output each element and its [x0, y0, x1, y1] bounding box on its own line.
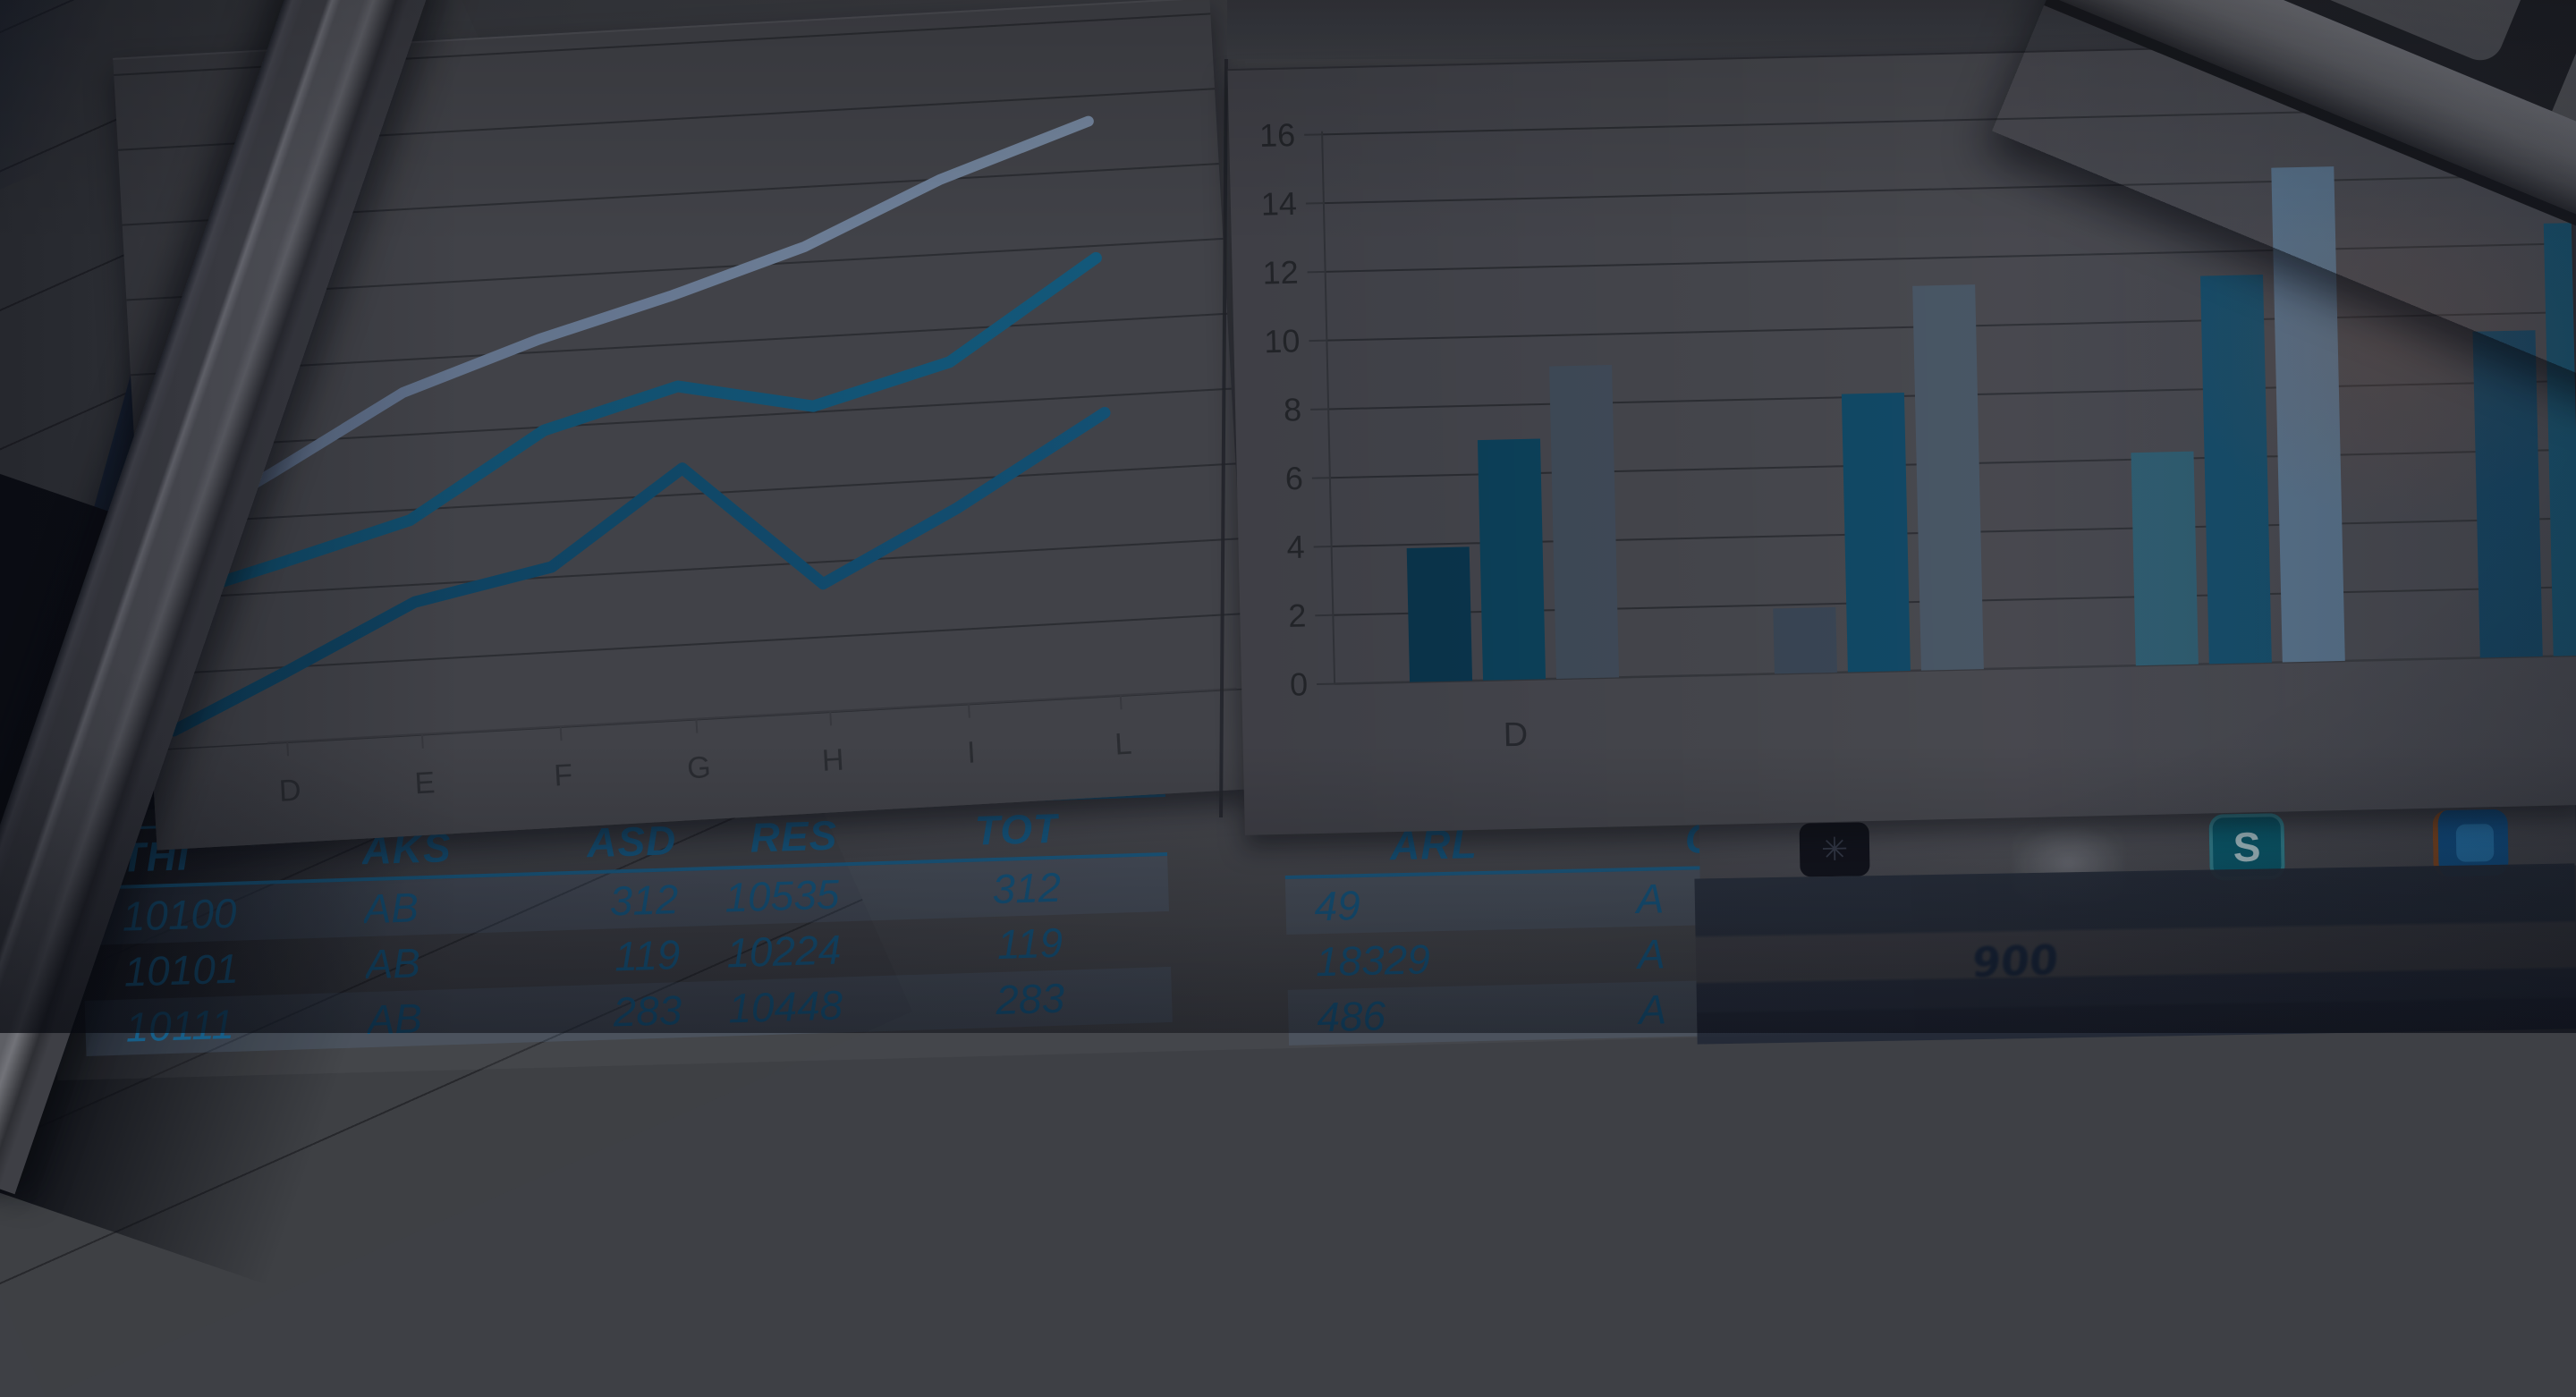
table-cell: 312	[524, 875, 680, 927]
table-cell: 10101	[83, 940, 367, 997]
x-axis-label: H	[821, 743, 845, 778]
table-cell: AB	[365, 936, 528, 989]
table-cell: 486	[1288, 986, 1586, 1042]
table-cell: 10535	[677, 870, 840, 924]
table-cell: 49	[1285, 876, 1583, 931]
table-cell: 10111	[85, 995, 369, 1053]
table-cell: TOT	[836, 804, 1060, 859]
x-axis-label: E	[414, 766, 436, 800]
table-cell: 119	[526, 930, 682, 983]
series-bottom	[159, 412, 1120, 730]
x-axis-label: F	[553, 758, 573, 793]
x-axis-label: D	[278, 774, 302, 809]
x-axis-label: G	[686, 750, 712, 785]
glare-text: 900	[1970, 936, 2060, 987]
table-cell: 10448	[681, 980, 843, 1034]
table-cell: 283	[527, 986, 682, 1038]
spreadsheet-row-bands	[1694, 863, 2576, 1044]
table-cell: 119	[840, 919, 1063, 974]
x-axis-label: L	[1114, 727, 1132, 762]
table-cell: AB	[363, 880, 526, 934]
table-cell: 18329	[1286, 931, 1584, 986]
table-cell: 283	[842, 974, 1065, 1029]
x-axis-label: I	[966, 735, 977, 769]
app-icon-dark: ✳	[1800, 822, 1870, 876]
table-cell: 312	[838, 863, 1062, 919]
table-cell: AB	[367, 990, 530, 1044]
table-cell: 10224	[679, 925, 842, 978]
table-cell: 10100	[81, 885, 365, 942]
